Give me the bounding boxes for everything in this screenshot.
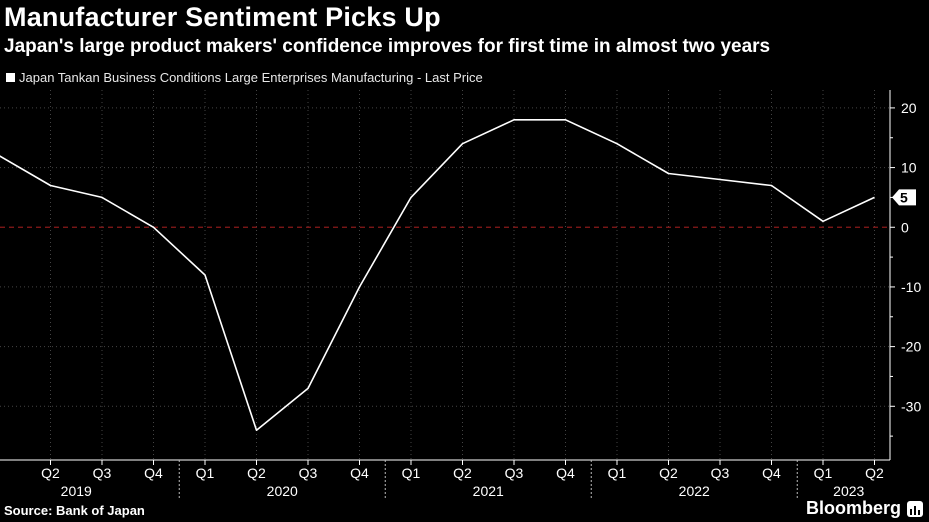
- source-note: Source: Bank of Japan: [4, 503, 145, 518]
- y-tick-label: 20: [901, 100, 917, 116]
- x-tick-label: Q4: [350, 465, 369, 481]
- x-tick-label: Q2: [659, 465, 678, 481]
- x-tick-label: Q3: [505, 465, 524, 481]
- x-tick-label: Q3: [93, 465, 112, 481]
- x-tick-label: Q4: [762, 465, 781, 481]
- x-tick-label: Q2: [865, 465, 884, 481]
- x-tick-label: Q4: [144, 465, 163, 481]
- x-year-label: 2023: [833, 483, 864, 499]
- x-tick-label: Q2: [41, 465, 60, 481]
- x-tick-label: Q1: [402, 465, 421, 481]
- series-layer: [0, 119, 875, 432]
- chart-legend: Japan Tankan Business Conditions Large E…: [6, 70, 483, 85]
- y-tick-label: -20: [901, 339, 921, 355]
- x-tick-label: Q1: [608, 465, 627, 481]
- x-tick-label: Q2: [247, 465, 266, 481]
- last-value-badge: [892, 189, 916, 206]
- x-tick-label: Q1: [196, 465, 215, 481]
- y-tick-label: 0: [901, 219, 909, 235]
- bloomberg-terminal-icon: [907, 501, 923, 517]
- x-tick-label: Q3: [711, 465, 730, 481]
- x-tick-label: Q3: [299, 465, 318, 481]
- last-value-label: 5: [900, 189, 908, 205]
- legend-label: Japan Tankan Business Conditions Large E…: [19, 70, 483, 85]
- chart-subtitle: Japan's large product makers' confidence…: [4, 36, 771, 57]
- series-line: [0, 119, 875, 432]
- brand-logo-text: Bloomberg: [805, 498, 901, 518]
- x-year-label: 2022: [679, 483, 710, 499]
- legend-swatch: [6, 73, 15, 82]
- x-year-label: 2021: [473, 483, 504, 499]
- y-tick-label: -10: [901, 279, 921, 295]
- axis-layer: 20 10 0 -10 -20 -30 5 Q2 Q3 Q4 Q1 Q2 Q3 Q4 Q1 Q2 Q3 Q4 Q1 Q…: [0, 90, 921, 499]
- grid-layer: [0, 90, 890, 460]
- x-year-label: 2019: [61, 483, 92, 499]
- x-tick-label: Q2: [453, 465, 472, 481]
- x-year-label: 2020: [267, 483, 298, 499]
- x-tick-label: Q4: [556, 465, 575, 481]
- y-tick-label: -30: [901, 398, 921, 414]
- y-tick-label: 10: [901, 160, 917, 176]
- chart-title: Manufacturer Sentiment Picks Up: [4, 2, 441, 32]
- x-tick-label: Q1: [814, 465, 833, 481]
